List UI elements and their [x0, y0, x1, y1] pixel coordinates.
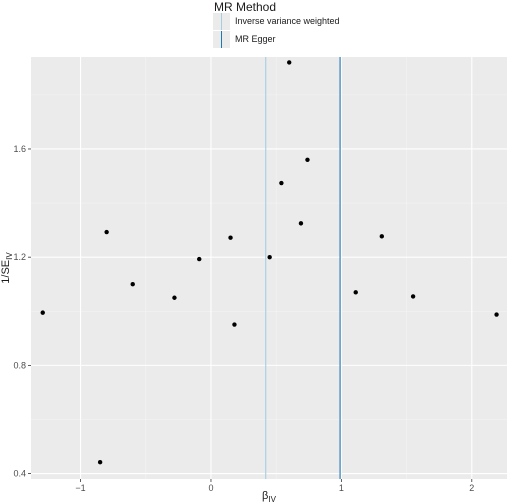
data-point [305, 157, 310, 162]
x-axis-title-sub: IV [268, 495, 276, 504]
data-points [40, 60, 499, 465]
y-axis-ticks: 0.4 0.8 1.2 1.6 [13, 144, 31, 479]
data-point [494, 312, 499, 317]
data-point [172, 295, 177, 300]
legend-title: MR Method [214, 0, 277, 14]
data-point [104, 229, 109, 235]
y-axis-title-main: 1/SE [0, 260, 12, 284]
legend-key-ivw-line [221, 13, 222, 30]
legend-key-ivw [213, 13, 230, 30]
legend-key-egger [213, 31, 230, 48]
y-tick-label: 0.4 [13, 469, 26, 479]
legend: MR Method Inverse variance weighted MR E… [213, 0, 413, 52]
x-tick-label: 0 [208, 483, 213, 493]
data-point [353, 290, 358, 295]
data-point [197, 256, 202, 262]
major-gridlines [31, 57, 507, 479]
data-point [232, 322, 237, 327]
plot-panel [31, 57, 507, 479]
y-axis-title-sub: IV [5, 252, 14, 260]
data-point [410, 294, 416, 299]
legend-label-ivw: Inverse variance weighted [235, 16, 340, 26]
method-lines [265, 57, 341, 479]
minor-gridlines [31, 57, 507, 479]
legend-key-egger-line [221, 31, 222, 48]
x-axis-title: βIV [262, 490, 277, 504]
x-axis-ticks: −1 0 1 2 [75, 479, 474, 493]
y-tick-label: 0.8 [13, 360, 26, 370]
data-point [298, 221, 304, 226]
data-point [40, 310, 45, 315]
x-tick-label: −1 [75, 483, 85, 493]
data-point [379, 234, 385, 239]
data-point [287, 60, 292, 65]
data-point [279, 180, 284, 186]
data-point [130, 282, 135, 287]
y-tick-label: 1.2 [13, 252, 26, 262]
data-point [97, 460, 103, 465]
x-axis-title-main: β [262, 490, 268, 502]
x-tick-label: 2 [469, 483, 474, 493]
y-axis-title: 1/SEIV [0, 252, 14, 284]
x-tick-label: 1 [339, 483, 344, 493]
y-tick-label: 1.6 [13, 144, 26, 154]
data-point [267, 254, 272, 260]
data-point [228, 235, 233, 240]
legend-label-egger: MR Egger [235, 34, 276, 44]
